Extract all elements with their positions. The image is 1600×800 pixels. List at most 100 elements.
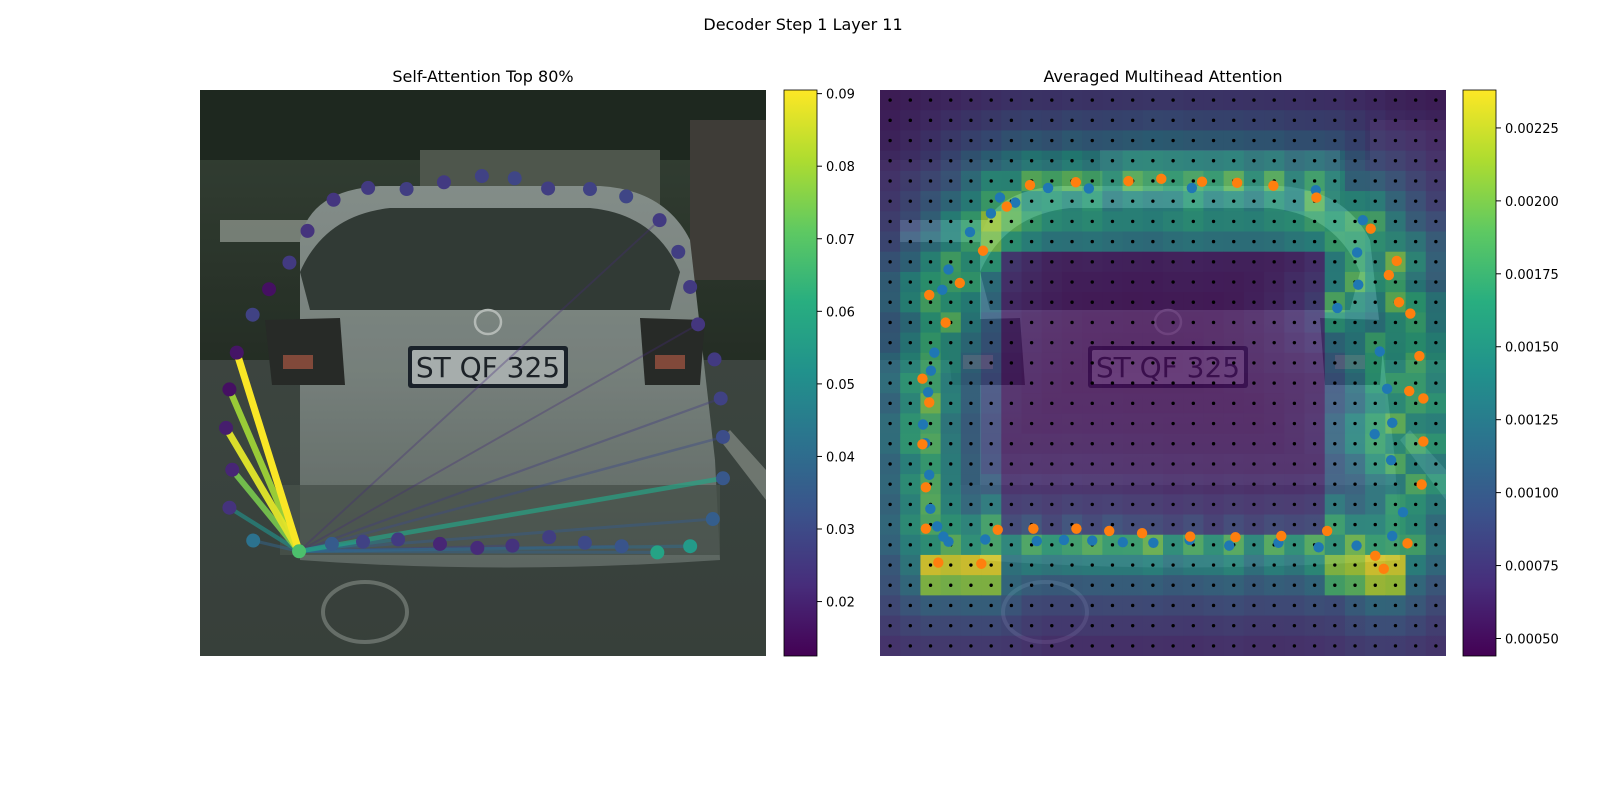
grid-dot	[1252, 361, 1256, 365]
grid-dot	[1333, 583, 1337, 587]
grid-dot	[1130, 401, 1135, 406]
series-0-point-5	[1357, 214, 1368, 226]
grid-dot	[1211, 239, 1216, 244]
grid-dot	[1232, 522, 1236, 527]
left-colorbar-tick-label-1: 0.03	[826, 523, 855, 538]
grid-dot	[1373, 462, 1377, 466]
grid-dot	[1393, 623, 1398, 628]
figure-suptitle: Decoder Step 1 Layer 11	[703, 15, 902, 34]
grid-dot	[1009, 179, 1014, 183]
grid-dot	[1373, 340, 1377, 345]
grid-dot	[1191, 239, 1196, 244]
grid-dot	[1434, 563, 1438, 567]
grid-dot	[1171, 219, 1175, 224]
grid-dot	[969, 502, 973, 507]
grid-dot	[989, 159, 993, 163]
grid-dot	[1090, 179, 1094, 183]
grid-dot	[989, 502, 993, 507]
grid-dot	[1252, 522, 1256, 527]
series-1-point-38	[940, 317, 951, 328]
grid-dot	[1070, 199, 1074, 203]
grid-dot	[1393, 603, 1398, 608]
grid-dot	[1393, 583, 1398, 587]
attention-point-26	[715, 471, 730, 486]
grid-dot	[1272, 118, 1276, 123]
grid-dot	[1070, 563, 1074, 567]
grid-dot	[1393, 522, 1398, 527]
grid-dot	[908, 462, 913, 466]
grid-dot	[1373, 543, 1377, 547]
grid-dot	[1191, 442, 1196, 446]
grid-dot	[928, 219, 933, 224]
grid-dot	[1070, 361, 1074, 365]
grid-dot	[1353, 623, 1357, 628]
grid-dot	[1292, 98, 1297, 102]
grid-dot	[1413, 603, 1418, 608]
grid-dot	[1191, 462, 1196, 466]
grid-dot	[1353, 361, 1357, 365]
grid-dot	[1353, 260, 1357, 264]
grid-dot	[1211, 179, 1216, 183]
grid-dot	[1232, 462, 1236, 466]
grid-dot	[1373, 482, 1377, 486]
grid-dot	[888, 623, 892, 628]
grid-dot	[1171, 320, 1175, 325]
grid-dot	[888, 118, 892, 123]
grid-dot	[1211, 482, 1216, 486]
grid-dot	[1333, 199, 1337, 203]
grid-dot	[1130, 644, 1135, 648]
grid-dot	[1312, 118, 1317, 123]
grid-dot	[969, 199, 973, 203]
grid-dots	[888, 98, 1438, 648]
grid-dot	[1151, 482, 1155, 486]
grid-dot	[1272, 482, 1276, 486]
series-1-point-34	[920, 482, 932, 493]
series-0-point-33	[917, 419, 929, 430]
grid-dot	[908, 442, 913, 446]
series-0-point-36	[929, 347, 940, 358]
grid-dot	[1211, 199, 1216, 203]
grid-dot	[969, 138, 973, 143]
grid-dot	[1333, 239, 1337, 244]
grid-dot	[949, 118, 953, 123]
grid-dot	[1292, 361, 1297, 365]
grid-dot	[1373, 118, 1377, 123]
series-0-point-25	[1031, 535, 1042, 547]
grid-dot	[1393, 543, 1398, 547]
grid-dot	[969, 583, 973, 587]
grid-dot	[1029, 644, 1034, 648]
grid-dot	[949, 644, 953, 648]
grid-dot	[928, 159, 933, 163]
grid-dot	[1232, 442, 1236, 446]
attention-point-22	[691, 317, 706, 332]
grid-dot	[1232, 280, 1236, 284]
grid-dot	[1434, 522, 1438, 527]
grid-dot	[1434, 98, 1438, 102]
right-colorbar-tick-label-4: 0.00150	[1505, 341, 1559, 356]
series-1-point-13	[1405, 308, 1416, 319]
grid-dot	[1029, 118, 1034, 123]
grid-dot	[1211, 361, 1216, 365]
grid-dot	[1312, 320, 1317, 325]
series-0-point-38	[943, 264, 954, 275]
series-0-point-41	[994, 192, 1006, 203]
left-colorbar-gradient	[783, 89, 818, 657]
left-colorbar-tick-label-2: 0.04	[826, 450, 855, 465]
grid-dot	[989, 260, 993, 264]
grid-dot	[949, 381, 953, 385]
grid-dot	[888, 179, 892, 183]
grid-dot	[1393, 199, 1398, 203]
grid-dot	[1130, 563, 1135, 567]
grid-dot	[1171, 340, 1175, 345]
grid-dot	[1272, 644, 1276, 648]
grid-dot	[1191, 583, 1196, 587]
grid-dot	[1050, 280, 1054, 284]
grid-dot	[1312, 361, 1317, 365]
grid-dot	[1029, 159, 1034, 163]
grid-dot	[1009, 361, 1014, 365]
grid-dot	[1252, 502, 1256, 507]
grid-dot	[928, 421, 933, 426]
grid-dot	[969, 644, 973, 648]
grid-dot	[1050, 179, 1054, 183]
grid-dot	[1373, 401, 1377, 406]
